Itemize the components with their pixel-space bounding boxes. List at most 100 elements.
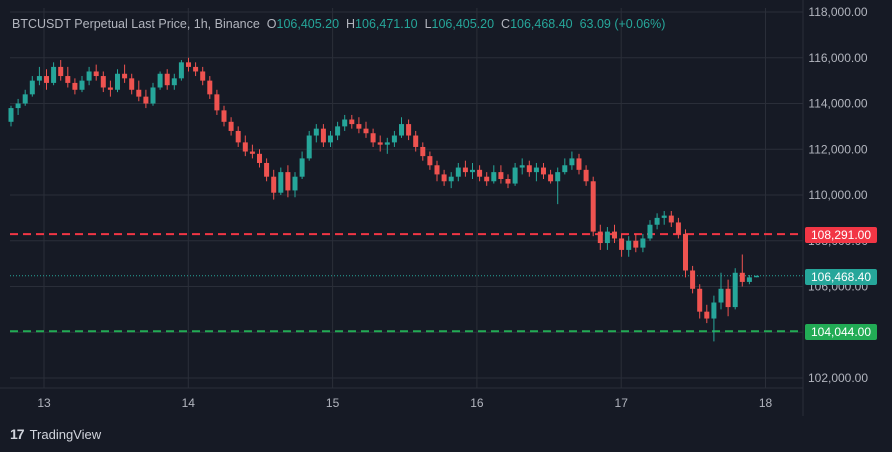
price-axis-label: 110,000.00 [808,188,867,202]
candle-body [391,135,397,143]
candle-body [15,103,21,109]
candle-body [235,130,241,143]
candle-body [313,128,319,136]
candle-body [406,124,412,136]
candle-body [384,142,390,145]
candle-body [519,165,525,168]
candle-body [746,277,752,282]
candle-body [697,288,703,312]
plot-area [10,8,803,388]
candle-body [178,62,184,79]
candle-body [512,167,518,184]
candle-body [306,135,312,159]
candle-body [370,133,376,143]
candle-body [555,172,561,182]
candle-body [455,167,461,177]
open-label: O [266,17,277,31]
candle-body [470,169,475,173]
candle-body [498,172,504,179]
candle-body [249,151,255,154]
candle-body [278,172,284,193]
candle-body [29,80,35,95]
candle-body [320,128,326,143]
candle-body [690,270,696,289]
candle-body [193,66,199,72]
price-axis-label: 102,000.00 [808,371,868,385]
candle-body [36,76,42,81]
candle-body [484,176,490,182]
candle-body [8,108,14,122]
candle-body [285,172,291,191]
candle-body [356,124,362,129]
candle-body [86,71,92,81]
candle-body [299,158,305,177]
candle-body [100,76,106,88]
last-price-tag: 106,468.40 [805,269,877,285]
candle-body [640,238,646,248]
candle-body [583,169,589,182]
candle-body [242,142,248,152]
candle-body [79,80,85,90]
candle-body [427,156,433,166]
candle-body [548,174,554,182]
candle-body [22,94,28,104]
high-label: H [346,17,356,31]
candle-body [562,165,568,173]
time-axis-label: 17 [615,396,629,410]
candle-body [257,153,262,163]
candle-body [271,176,277,193]
candle-body [363,128,369,134]
candle-body [626,240,632,250]
candle-body [136,89,142,97]
close-label: C [501,17,511,31]
candle-body [576,158,582,170]
time-axis-label: 14 [182,396,196,410]
candle-body [619,238,625,250]
candle-body [725,288,731,308]
price-axis-label: 116,000.00 [808,51,867,65]
candle-body [704,311,710,319]
candle-body [675,222,681,234]
candle-body [292,176,298,191]
candle-body [228,121,234,131]
open-value: 106,405.20 [276,17,340,31]
candle-body [171,78,177,86]
candle-body [732,272,738,308]
candle-body [143,96,149,104]
red-line-price-tag: 108,291.00 [805,227,877,243]
candle-body [335,126,341,136]
candle-body [328,135,333,143]
candle-body [541,167,546,175]
candle-body [654,217,660,225]
tradingview-name: TradingView [29,426,102,442]
candle-body [462,167,468,173]
candle-body [186,62,191,67]
low-label: L [424,17,432,31]
high-value: 106,471.10 [355,17,418,31]
candle-body [505,178,511,184]
candle-body [526,165,532,173]
candle-body [65,76,71,83]
candle-body [44,76,49,83]
candle-body [597,231,603,244]
candle-body [413,135,419,147]
candle-body [399,124,404,136]
tradingview-logo[interactable]: 17 TradingView [10,425,101,443]
candle-body [434,165,440,175]
candle-body [157,73,163,88]
candle-body [349,119,355,125]
change-value: 63.09 (+0.06%) [579,17,666,31]
price-axis-label: 118,000.00 [808,5,867,19]
candle-body [72,82,78,90]
time-axis-label: 16 [470,396,484,410]
low-value: 106,405.20 [431,17,495,31]
candle-body [129,78,135,90]
candle-body [164,73,170,86]
candle-body [58,66,64,77]
time-axis-label: 15 [326,396,340,410]
candle-body [647,224,653,239]
candle-body [612,231,617,239]
candle-body [93,71,99,77]
time-axis-label: 13 [37,396,51,410]
